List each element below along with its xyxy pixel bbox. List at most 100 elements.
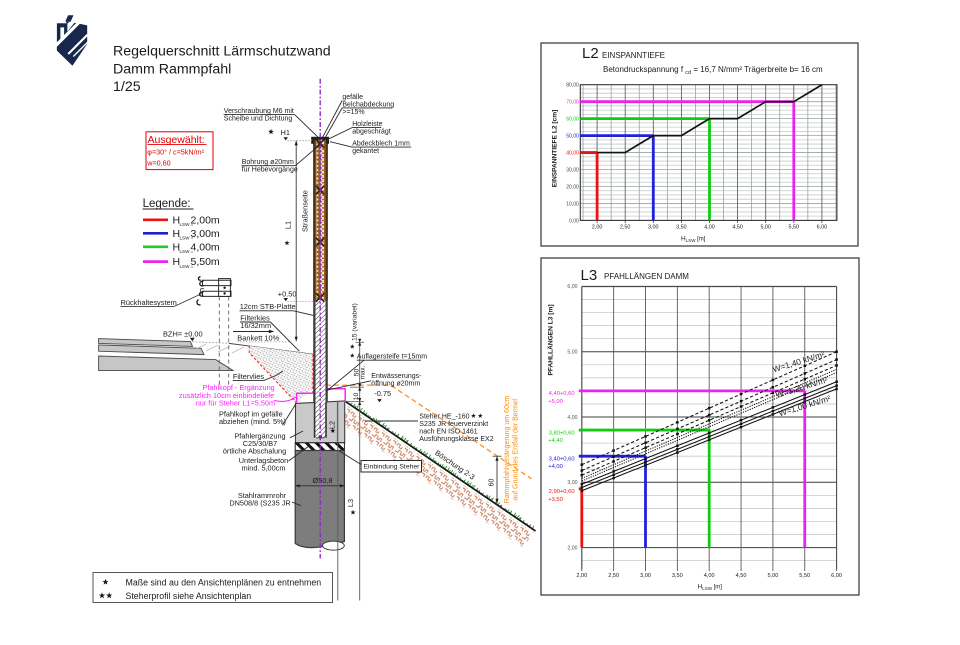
- svg-text:Verschraubung M6 mit: Verschraubung M6 mit: [224, 108, 294, 115]
- svg-text:5,00: 5,00: [767, 573, 778, 579]
- svg-text:+3,50: +3,50: [548, 497, 563, 503]
- svg-text:LSW =: LSW =: [180, 249, 194, 254]
- svg-text:örtliche Abschalung: örtliche Abschalung: [223, 447, 286, 456]
- svg-text:für Hebevorgänge: für Hebevorgänge: [242, 167, 298, 174]
- svg-text:BZH= ±0.00: BZH= ±0.00: [163, 330, 203, 339]
- svg-text:auf Grund des Entfall der Berm: auf Grund des Entfall der Berme!: [512, 398, 519, 500]
- svg-text:+0.50: +0.50: [278, 290, 297, 299]
- svg-text:L1: L1: [284, 221, 293, 229]
- svg-text:3,00: 3,00: [648, 225, 659, 231]
- svg-text:50,00: 50,00: [566, 134, 579, 140]
- svg-text:3,40+0,60: 3,40+0,60: [549, 456, 575, 462]
- svg-text:LSW =: LSW =: [180, 264, 194, 269]
- svg-text:4,00: 4,00: [704, 225, 715, 231]
- svg-text:Stahlrammrohr: Stahlrammrohr: [238, 491, 287, 500]
- svg-text:max.: max.: [360, 366, 367, 380]
- svg-text:2,50: 2,50: [608, 573, 619, 579]
- svg-text:80,00: 80,00: [566, 83, 579, 89]
- svg-text:w=0,60: w=0,60: [146, 158, 170, 167]
- svg-text:nur für Steher L1=5,50m: nur für Steher L1=5,50m: [196, 399, 275, 408]
- svg-text:4,50: 4,50: [736, 573, 747, 579]
- svg-text:50: 50: [353, 369, 360, 377]
- svg-text:Bohrung ø20mm: Bohrung ø20mm: [242, 159, 294, 166]
- svg-text:C25/30/B7: C25/30/B7: [243, 439, 277, 448]
- svg-text:Ausgewählt:: Ausgewählt:: [148, 134, 205, 146]
- svg-text:Steher HE_-160: Steher HE_-160: [419, 413, 469, 420]
- svg-text:Auflagersteife t=15mm: Auflagersteife t=15mm: [357, 354, 427, 361]
- svg-text:L3: L3: [581, 267, 598, 284]
- svg-text:2,00: 2,00: [592, 225, 603, 231]
- svg-text:HLSW [m]: HLSW [m]: [681, 236, 706, 244]
- svg-text:PFAHLLÄNGEN L3 [m]: PFAHLLÄNGEN L3 [m]: [546, 304, 554, 375]
- svg-text:Betondruckspannung f cd = 16,7: Betondruckspannung f cd = 16,7 N/mm² Trä…: [603, 65, 823, 76]
- svg-text:Einbindung Steher: Einbindung Steher: [364, 464, 421, 471]
- svg-text:Abdeckblech 1mm: Abdeckblech 1mm: [352, 141, 410, 148]
- svg-text:abgeschrägt: abgeschrägt: [352, 128, 391, 135]
- svg-text:0,00: 0,00: [569, 218, 579, 224]
- svg-text:2,00: 2,00: [567, 545, 577, 551]
- svg-text:H: H: [173, 241, 181, 253]
- svg-text:5,50m: 5,50m: [191, 256, 220, 268]
- svg-text:60: 60: [489, 479, 496, 487]
- svg-text:5,50: 5,50: [789, 225, 800, 231]
- svg-text:+4,00: +4,00: [548, 464, 563, 470]
- svg-text:Regelquerschnitt Lärmschutzwan: Regelquerschnitt Lärmschutzwand: [113, 44, 331, 60]
- svg-text:5,00: 5,00: [567, 350, 577, 356]
- svg-text:-0.75: -0.75: [374, 389, 391, 398]
- svg-text:nach EN ISO 1461: nach EN ISO 1461: [419, 428, 477, 435]
- svg-text:40,00: 40,00: [566, 151, 579, 157]
- svg-text:öffnung ø20mm: öffnung ø20mm: [371, 381, 420, 388]
- svg-text:6,00: 6,00: [831, 573, 842, 579]
- svg-text:L3: L3: [346, 499, 355, 507]
- svg-text:Straßenseite: Straßenseite: [301, 190, 310, 232]
- svg-text:Pfahlkopf im gefälle: Pfahlkopf im gefälle: [219, 410, 283, 419]
- svg-text:3,80+0,60: 3,80+0,60: [549, 430, 575, 436]
- svg-text:LSW =: LSW =: [180, 236, 194, 241]
- svg-text:+4,40: +4,40: [548, 438, 563, 444]
- svg-text:Steherprofil siehe Ansichtenpl: Steherprofil siehe Ansichtenplan: [126, 591, 252, 601]
- svg-text:>=15%: >=15%: [342, 109, 364, 116]
- svg-text:gefälle: gefälle: [342, 94, 363, 101]
- svg-text:10: 10: [353, 393, 360, 401]
- svg-text:EINSPANNTIEFE: EINSPANNTIEFE: [602, 51, 665, 60]
- svg-text:Scheibe und Dichtung: Scheibe und Dichtung: [224, 115, 293, 122]
- svg-text:Damm Rammpfahl: Damm Rammpfahl: [113, 61, 231, 77]
- svg-text:3,00m: 3,00m: [191, 228, 220, 240]
- svg-text:4,40+0,60: 4,40+0,60: [549, 391, 575, 397]
- svg-text:70,00: 70,00: [566, 100, 579, 106]
- svg-text:φ=30° / c=5kN/m²: φ=30° / c=5kN/m²: [147, 147, 204, 156]
- svg-text:3,00: 3,00: [640, 573, 651, 579]
- svg-text:4,50: 4,50: [732, 225, 743, 231]
- svg-text:L2: L2: [328, 421, 337, 429]
- svg-text:Rammpfahlverlängerung um 60cm: Rammpfahlverlängerung um 60cm: [504, 396, 511, 504]
- svg-text:Pfahlergänzung: Pfahlergänzung: [234, 431, 285, 440]
- svg-text:2,00m: 2,00m: [191, 214, 220, 226]
- svg-text:60,00: 60,00: [566, 117, 579, 123]
- svg-text:12cm STB-Platte: 12cm STB-Platte: [240, 302, 296, 311]
- svg-text:H1: H1: [281, 128, 290, 137]
- svg-text:20,00: 20,00: [566, 184, 579, 190]
- svg-text:Filtervlies: Filtervlies: [233, 372, 265, 381]
- svg-text:3,50: 3,50: [672, 573, 683, 579]
- svg-text:3,50: 3,50: [676, 225, 687, 231]
- svg-text:2,90+0,60: 2,90+0,60: [549, 489, 575, 495]
- svg-text:Unterlagsbeton: Unterlagsbeton: [239, 456, 289, 465]
- svg-text:S235 JR feuerverzinkt: S235 JR feuerverzinkt: [419, 421, 488, 428]
- svg-text:abziehen (mind. 5%): abziehen (mind. 5%): [219, 417, 286, 426]
- svg-text:2,50: 2,50: [620, 225, 631, 231]
- svg-text:16/32mm: 16/32mm: [240, 321, 271, 330]
- svg-text:Maße sind au den Ansichtenplän: Maße sind au den Ansichtenplänen zu entn…: [126, 577, 322, 587]
- svg-text:Entwässerungs-: Entwässerungs-: [371, 373, 422, 380]
- svg-text:DN508/8 (S235 JR: DN508/8 (S235 JR: [229, 499, 290, 508]
- svg-text:EINSPANNTIEFE L2 [cm]: EINSPANNTIEFE L2 [cm]: [551, 110, 558, 188]
- svg-text:2,00: 2,00: [576, 573, 587, 579]
- svg-text:15 (variabel): 15 (variabel): [352, 303, 359, 341]
- svg-text:HLSW [m]: HLSW [m]: [698, 584, 723, 592]
- svg-text:5,50: 5,50: [799, 573, 810, 579]
- svg-text:3,00: 3,00: [567, 480, 577, 486]
- svg-text:gekantet: gekantet: [352, 148, 379, 155]
- svg-text:Legende:: Legende:: [143, 198, 191, 210]
- svg-text:Bankett 10%: Bankett 10%: [237, 334, 279, 343]
- svg-text:Holzleiste: Holzleiste: [352, 121, 382, 128]
- svg-text:H: H: [173, 256, 181, 268]
